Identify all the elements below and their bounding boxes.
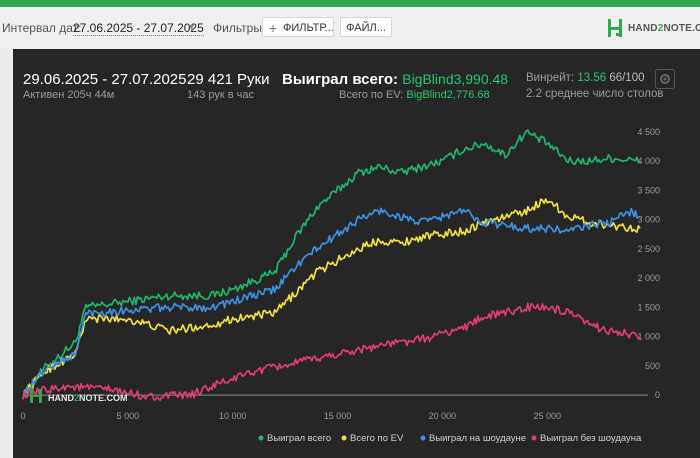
gear-icon bbox=[660, 74, 670, 84]
y-tick-label: 4 000 bbox=[637, 156, 660, 166]
legend-label[interactable]: Выиграл на шоудауне bbox=[429, 433, 526, 444]
add-filter-button[interactable]: + ФИЛЬТР... bbox=[262, 17, 334, 37]
winrate-value: 13.56 bbox=[577, 72, 607, 84]
plus-icon: + bbox=[269, 20, 278, 36]
y-tick-label: 4 500 bbox=[637, 127, 660, 137]
date-range-label: Интервал дат: bbox=[2, 21, 82, 35]
x-tick-label: 10 000 bbox=[219, 411, 247, 421]
top-accent-bar bbox=[0, 0, 700, 7]
period-range: 29.06.2025 - 27.07.2025 bbox=[23, 71, 187, 88]
chevron-down-icon[interactable]: ▼ bbox=[187, 22, 196, 32]
legend-label[interactable]: Выиграл всего bbox=[267, 433, 331, 444]
profit-graph: 0 500 1 000 1 500 2 000 2 500 3 000 3 500 4 000 4… bbox=[20, 127, 660, 444]
x-tick-label: 15 000 bbox=[324, 411, 352, 421]
y-tick-label: 3 500 bbox=[637, 185, 660, 195]
won-total-label: Выиграл всего: bbox=[282, 71, 399, 88]
won-total: Выиграл всего: BigBlind3,990.48 bbox=[282, 71, 508, 88]
y-tick-label: 2 500 bbox=[637, 244, 660, 254]
hands-per-hour: 143 рук в час bbox=[187, 89, 255, 101]
x-tick-label: 20 000 bbox=[429, 411, 457, 421]
legend-label[interactable]: Всего по EV bbox=[350, 433, 404, 444]
filters-label: Фильтры: bbox=[213, 21, 266, 35]
winrate: Винрейт: 13.56 66/100 bbox=[526, 72, 645, 84]
winrate-suffix: 66/100 bbox=[609, 72, 645, 84]
y-tick-label: 1 000 bbox=[637, 332, 660, 342]
series-line bbox=[22, 302, 641, 401]
file-button[interactable]: ФАЙЛ... bbox=[340, 17, 392, 37]
chart-watermark: HAND2NOTE.COM bbox=[30, 389, 128, 403]
legend-swatch bbox=[420, 435, 426, 441]
filter-bar: Интервал дат: 27.06.2025 - 27.07.2025 ▼ … bbox=[0, 7, 700, 49]
y-tick-label: 0 bbox=[655, 390, 660, 400]
x-tick-label: 25 000 bbox=[534, 411, 562, 421]
hands-count: 29 421 Руки bbox=[187, 71, 270, 88]
brand-wordmark: HAND2NOTE.COM bbox=[628, 22, 700, 34]
hand2note-logo-icon bbox=[608, 19, 622, 37]
y-tick-label: 3 000 bbox=[637, 215, 660, 225]
average-tables: 2.2 среднее число столов bbox=[526, 88, 664, 100]
graph-panel: 29.06.2025 - 27.07.2025 Активен 205ч 44м… bbox=[13, 49, 700, 458]
series-line bbox=[22, 207, 641, 400]
x-tick-label: 0 bbox=[20, 411, 25, 421]
y-tick-label: 2 000 bbox=[637, 273, 660, 283]
series-line bbox=[22, 129, 641, 400]
ev-total-label: Всего по EV: bbox=[339, 89, 404, 101]
legend-swatch bbox=[531, 435, 537, 441]
graph-settings-button[interactable] bbox=[655, 69, 675, 89]
y-tick-label: 500 bbox=[645, 361, 660, 371]
ev-total-value: BigBlind2,776.68 bbox=[406, 89, 490, 101]
svg-text:HAND2NOTE.COM: HAND2NOTE.COM bbox=[48, 393, 128, 403]
ev-total: Всего по EV: BigBlind2,776.68 bbox=[339, 89, 490, 101]
winrate-label: Винрейт: bbox=[526, 72, 575, 84]
brand-logo: HAND2NOTE.COM bbox=[608, 19, 700, 37]
legend-swatch bbox=[258, 435, 264, 441]
legend-label[interactable]: Выиграл без шоудауна bbox=[540, 433, 642, 444]
active-time: Активен 205ч 44м bbox=[23, 89, 115, 101]
legend-swatch bbox=[341, 435, 347, 441]
won-total-value: BigBlind3,990.48 bbox=[402, 71, 509, 87]
x-tick-label: 5 000 bbox=[117, 411, 140, 421]
y-tick-label: 1 500 bbox=[637, 302, 660, 312]
file-button-label: ФАЙЛ... bbox=[346, 22, 386, 34]
date-range-select[interactable]: 27.06.2025 - 27.07.2025 bbox=[73, 21, 204, 36]
add-filter-label: ФИЛЬТР... bbox=[283, 22, 334, 34]
series-line bbox=[22, 198, 641, 400]
